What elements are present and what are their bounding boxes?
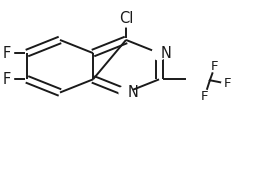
Circle shape	[222, 78, 234, 90]
Text: F: F	[201, 90, 208, 103]
Text: N: N	[128, 85, 139, 100]
Circle shape	[209, 60, 221, 72]
Circle shape	[0, 72, 14, 86]
Circle shape	[152, 46, 166, 60]
Text: F: F	[3, 46, 11, 61]
Circle shape	[119, 86, 133, 99]
Text: Cl: Cl	[119, 11, 133, 25]
Circle shape	[199, 90, 211, 102]
Text: F: F	[211, 60, 219, 73]
Circle shape	[0, 46, 14, 60]
Text: F: F	[3, 72, 11, 87]
Text: F: F	[224, 77, 231, 90]
Text: N: N	[161, 46, 172, 61]
Circle shape	[117, 9, 135, 27]
